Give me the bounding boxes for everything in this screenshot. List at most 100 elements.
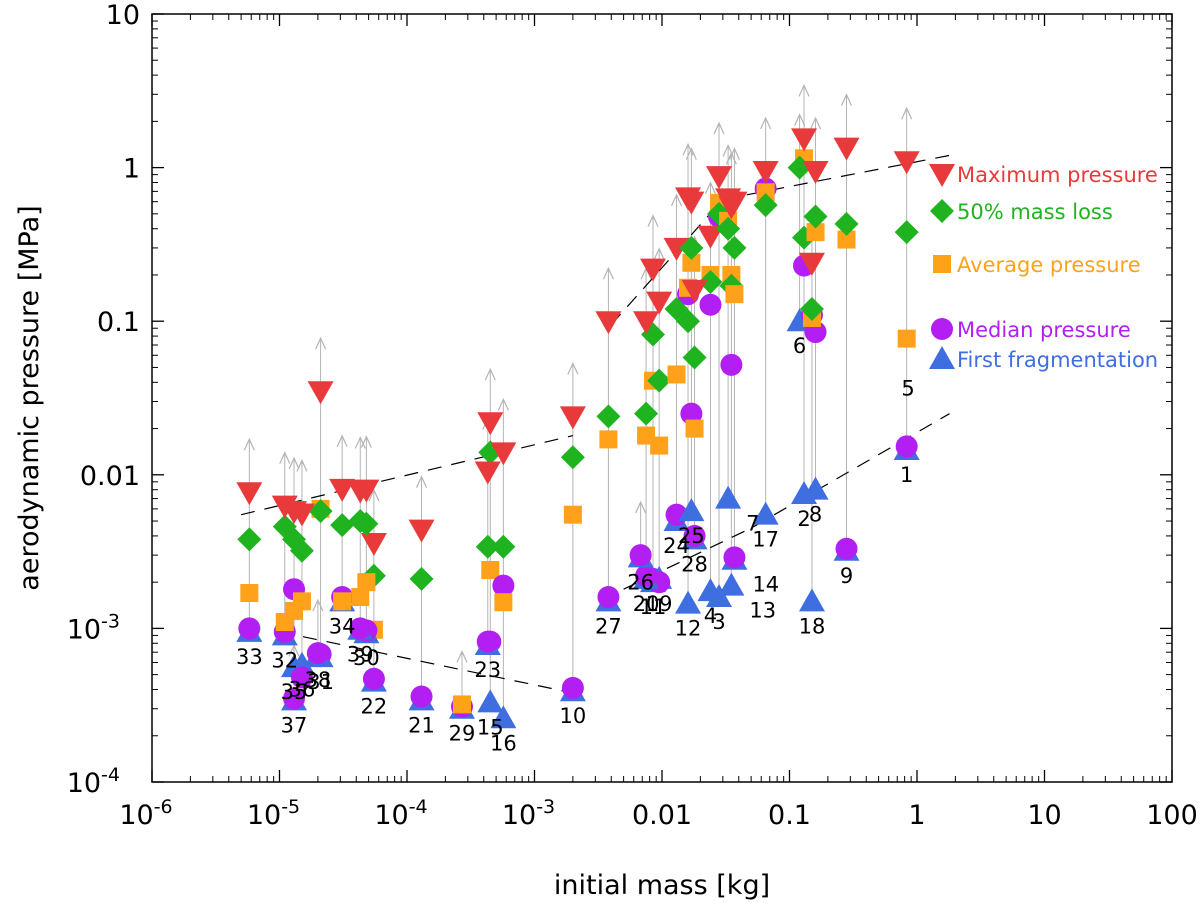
point-label-10: 10 (560, 704, 587, 728)
point-label-22: 22 (361, 695, 388, 719)
arrow-head-17 (760, 116, 772, 130)
point-label-8: 8 (809, 503, 822, 527)
marker-med-9 (835, 537, 858, 560)
marker-half-34 (330, 513, 355, 538)
legend-marker-med (931, 318, 953, 340)
marker-avg-16 (494, 593, 513, 612)
marker-avg-24 (667, 365, 686, 384)
point-label-32: 32 (271, 648, 298, 672)
point-label-4: 4 (704, 604, 717, 628)
marker-half-14 (722, 235, 747, 260)
point-label-18: 18 (799, 614, 826, 638)
marker-half-19 (647, 368, 672, 393)
fit-max-high (610, 154, 950, 325)
point-label-35: 35 (281, 680, 308, 704)
marker-max-15 (477, 412, 504, 436)
marker-max-21 (408, 519, 435, 543)
y-tick-label: 0.01 (80, 461, 140, 492)
arrow-head-9 (840, 93, 853, 106)
marker-max-19 (646, 291, 673, 315)
arrow-head-19 (653, 247, 665, 260)
marker-med-36 (290, 666, 313, 689)
marker-half-33 (237, 527, 262, 552)
marker-half-25 (679, 235, 704, 260)
legend-marker-avg (933, 255, 951, 273)
arrow-head-6 (794, 113, 806, 126)
arrow-head-34 (336, 434, 348, 448)
point-label-16: 16 (490, 731, 517, 755)
arrow-head-3 (713, 121, 725, 135)
point-label-24: 24 (663, 534, 690, 558)
marker-max-10 (559, 406, 586, 430)
arrow-head-14 (728, 147, 740, 160)
point-label-7: 7 (746, 512, 759, 536)
marker-half-1 (894, 220, 919, 245)
marker-max-24 (663, 237, 690, 261)
marker-med-33 (238, 617, 261, 640)
marker-max-39 (347, 480, 374, 504)
tick-exponent: -5 (281, 796, 300, 818)
marker-max-22 (360, 532, 387, 556)
point-label-25: 25 (678, 524, 705, 548)
marker-max-36 (288, 503, 315, 527)
point-label-14: 14 (752, 573, 779, 597)
marker-med-27 (597, 586, 620, 609)
arrow-head-11 (647, 214, 659, 227)
arrow-head-4 (704, 181, 717, 195)
legend-label-first: First fragmentation (957, 348, 1158, 372)
marker-avg-28 (685, 419, 704, 438)
point-label-13: 13 (749, 599, 776, 623)
marker-avg-33 (240, 584, 259, 603)
marker-half-27 (596, 404, 621, 429)
arrow-head-16 (497, 397, 509, 411)
marker-med-39 (349, 617, 372, 640)
tick-exponent: -3 (101, 610, 120, 632)
legend-label-avg: Average pressure (957, 253, 1141, 277)
point-label-37: 37 (281, 713, 308, 737)
marker-first-4 (697, 578, 724, 602)
marker-max-28 (681, 279, 708, 303)
point-label-28: 28 (681, 552, 708, 576)
point-label-17: 17 (752, 528, 779, 552)
marker-first-18 (798, 588, 825, 612)
marker-half-9 (834, 211, 859, 236)
point-label-36: 36 (289, 678, 316, 702)
arrow-head-31 (315, 336, 327, 350)
x-tick-label: 10-3 (502, 796, 555, 831)
marker-avg-30 (357, 573, 376, 592)
marker-med-20 (635, 564, 658, 587)
point-label-6: 6 (793, 334, 806, 358)
marker-half-10 (560, 445, 585, 470)
point-label-27: 27 (595, 614, 622, 638)
marker-max-14 (721, 191, 748, 215)
point-label-9: 9 (840, 564, 853, 588)
marker-half-20 (634, 401, 659, 426)
point-label-34: 34 (329, 614, 356, 638)
point-label-5: 5 (901, 376, 914, 400)
marker-max-27 (595, 311, 622, 335)
marker-first-17 (752, 501, 779, 525)
x-tick-label: 10 (1027, 800, 1061, 831)
marker-max-18 (798, 252, 825, 276)
marker-half-28 (682, 345, 707, 370)
tick-exponent: -4 (409, 796, 428, 818)
marker-half-24 (664, 297, 689, 322)
arrow-head-8 (809, 116, 822, 130)
legend-label-half: 50% mass loss (957, 200, 1113, 224)
marker-med-23 (476, 630, 499, 653)
marker-med-38 (306, 642, 329, 665)
arrow-head-38 (312, 598, 324, 612)
point-label-11: 11 (640, 595, 667, 619)
marker-max-31 (307, 381, 334, 405)
tick-exponent: -6 (154, 796, 173, 818)
marker-max-1 (893, 151, 920, 175)
marker-first-25 (678, 498, 705, 522)
marker-first-8 (802, 476, 829, 500)
marker-max-8 (802, 161, 829, 185)
arrow-head-27 (602, 266, 614, 280)
arrow-head-37 (288, 643, 300, 657)
y-tick-label: 10 (106, 0, 140, 31)
arrow-head-24 (670, 193, 683, 207)
marker-max-20 (633, 311, 660, 335)
